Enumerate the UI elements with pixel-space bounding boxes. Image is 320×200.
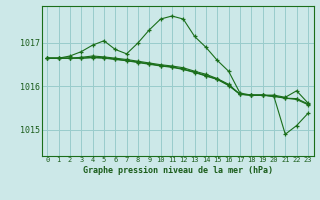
X-axis label: Graphe pression niveau de la mer (hPa): Graphe pression niveau de la mer (hPa): [83, 166, 273, 175]
